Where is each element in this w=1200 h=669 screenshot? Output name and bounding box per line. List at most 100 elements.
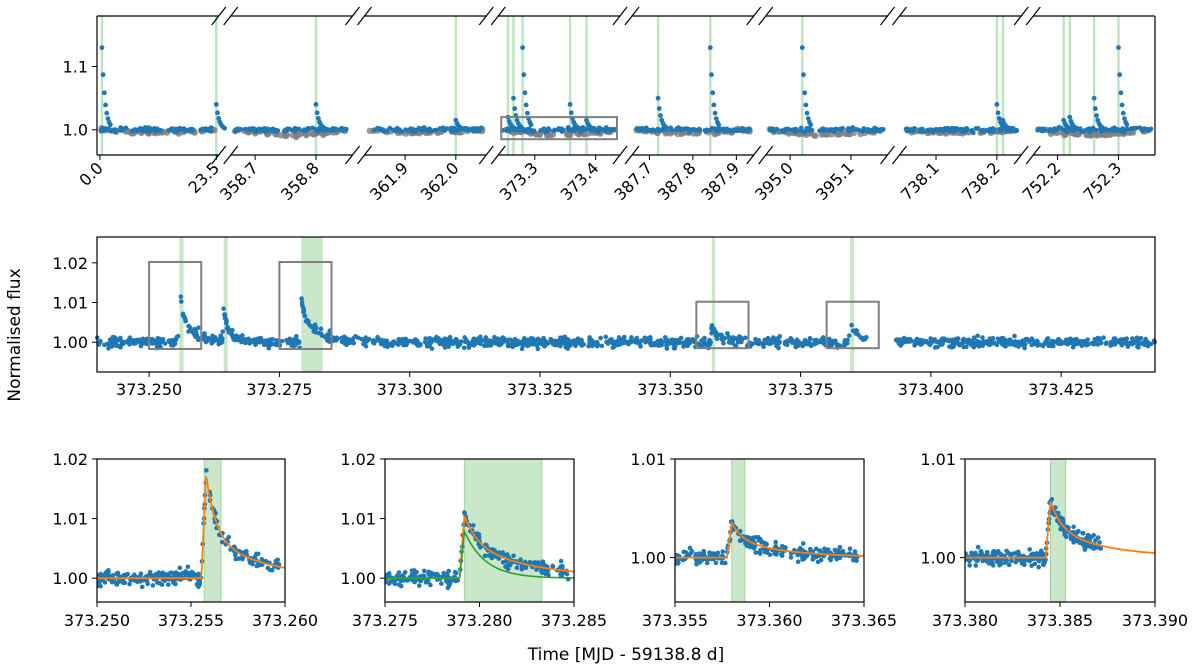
flare-point (528, 122, 534, 128)
data-point (1024, 336, 1030, 342)
x-tick-label: 358.7 (216, 158, 262, 204)
break-mark (880, 145, 895, 165)
data-point (1003, 344, 1008, 349)
data-point (399, 129, 405, 134)
data-point (821, 341, 827, 346)
data-point (700, 337, 706, 343)
data-point (551, 338, 556, 344)
flare-point (592, 126, 598, 132)
data-point (923, 338, 929, 344)
flare-point (522, 90, 528, 96)
data-point (845, 341, 850, 346)
data-point (1092, 537, 1098, 543)
flare-band (521, 16, 524, 155)
x-tick-label: 373.400 (898, 380, 964, 399)
break-mark (612, 145, 628, 165)
flare-point (511, 95, 516, 101)
flare-point (512, 106, 518, 111)
data-point (293, 126, 299, 132)
flare-point (1067, 114, 1073, 120)
data-point (426, 571, 431, 577)
break-mark (478, 6, 494, 26)
break-mark (892, 145, 907, 165)
data-point (124, 572, 129, 578)
data-point (203, 127, 209, 133)
data-point (669, 127, 675, 133)
flare-point (707, 45, 713, 50)
data-point (505, 552, 510, 557)
data-point (488, 342, 494, 347)
flare-band (512, 16, 515, 155)
data-point (970, 130, 976, 136)
data-point (738, 339, 743, 345)
data-point (196, 571, 201, 577)
data-point (403, 127, 409, 133)
data-point (242, 126, 248, 132)
y-tick-label: 1.01 (630, 450, 666, 469)
data-point (175, 333, 181, 339)
top-segment-0: 0.0 23.5 (75, 15, 228, 197)
data-point (453, 570, 459, 576)
data-point (1119, 342, 1125, 348)
data-point (251, 339, 257, 344)
data-point (940, 341, 945, 347)
detrend-point (835, 131, 843, 138)
data-point (140, 128, 146, 134)
flare-point (100, 72, 106, 78)
data-point (1029, 336, 1035, 341)
x-tick-label: 373.375 (768, 380, 834, 399)
x-tick-label: 752.3 (1079, 158, 1125, 204)
data-point (506, 342, 512, 348)
data-point (254, 563, 260, 569)
data-point (102, 342, 107, 348)
break-mark (357, 6, 372, 26)
flare-band (711, 237, 716, 372)
data-point (964, 344, 969, 350)
data-point (299, 303, 305, 308)
data-point (110, 573, 116, 578)
data-point (371, 341, 377, 346)
data-point (266, 127, 272, 133)
data-point (550, 564, 556, 569)
data-point (846, 128, 852, 134)
data-point (131, 128, 136, 134)
data-point (965, 551, 968, 556)
data-point (396, 570, 402, 575)
data-point (832, 547, 838, 553)
break-mark (612, 6, 628, 26)
data-point (300, 128, 306, 134)
break-mark (1025, 6, 1041, 26)
data-point (765, 336, 771, 341)
data-point (156, 570, 161, 575)
data-point (1029, 553, 1034, 558)
data-point (689, 549, 695, 554)
data-point (697, 559, 703, 565)
data-point (385, 572, 390, 578)
flare-point (1118, 90, 1124, 96)
data-point (457, 342, 463, 347)
data-point (334, 335, 340, 341)
data-point (412, 568, 417, 573)
data-point (261, 342, 267, 347)
data-point (753, 550, 759, 555)
data-point (167, 339, 172, 345)
data-point (759, 540, 764, 545)
break-mark (758, 6, 774, 26)
x-tick-label: 361.9 (366, 158, 412, 204)
flare-point (709, 72, 714, 78)
data-point (1062, 528, 1067, 534)
data-point (498, 341, 504, 347)
data-point (416, 583, 422, 588)
data-point (709, 330, 714, 336)
data-point (1012, 333, 1017, 339)
data-point (519, 566, 525, 572)
data-point (632, 338, 638, 343)
flare-point (994, 102, 1000, 107)
x-tick-label: 373.260 (252, 611, 318, 630)
data-point (539, 570, 545, 576)
zoom-box (148, 261, 203, 350)
break-mark (211, 145, 227, 165)
data-point (973, 563, 979, 568)
data-point (1090, 126, 1096, 132)
flare-band (100, 16, 104, 155)
